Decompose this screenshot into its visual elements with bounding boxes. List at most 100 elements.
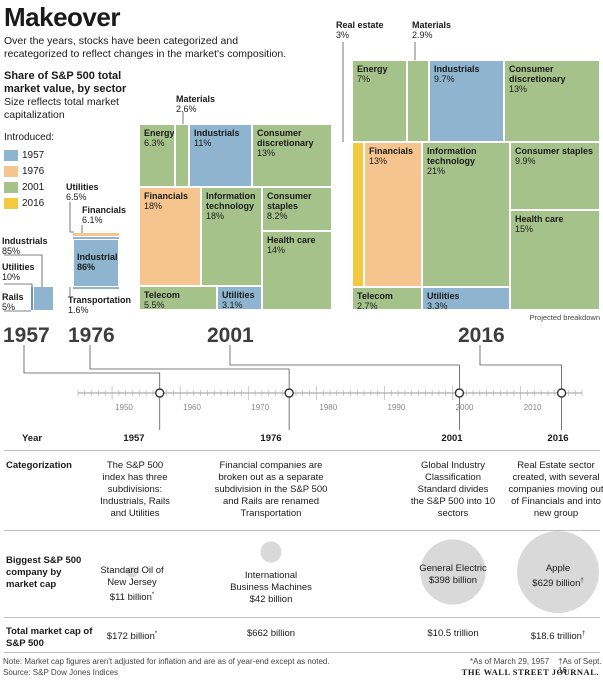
- legend-swatch: [4, 165, 18, 177]
- cell-2016-financials: Financials 13%: [364, 142, 422, 287]
- cell-2001-industrials: Industrials 11%: [189, 124, 252, 187]
- cell-2001-materials: [175, 124, 189, 187]
- footer-note: Note: Market cap figures aren't adjusted…: [3, 657, 330, 666]
- label-1976-utilities: Utilities 6.5%: [66, 182, 99, 202]
- biggest-2001-name: General Electric: [419, 563, 487, 574]
- total-1957: $172 billion*: [106, 631, 158, 643]
- legend-swatch: [4, 181, 18, 193]
- label-1976-financials: Financials 6.1%: [82, 205, 127, 225]
- timeline-tick-label: 1990: [387, 403, 405, 412]
- legend-item-2016: 2016: [4, 196, 44, 210]
- cell-2001-consumer-discretionary: Consumer discretionary 13%: [252, 124, 332, 187]
- timeline-tick-label: 1960: [183, 403, 201, 412]
- wsj-logo: THE WALL STREET JOURNAL.: [461, 667, 599, 677]
- biggest-2016-name: Apple: [545, 563, 571, 574]
- leader-1976-utilities: [69, 202, 74, 233]
- total-1976: $662 billion: [246, 628, 296, 639]
- divider: [4, 652, 600, 653]
- table-year-2001: 2001: [441, 433, 463, 444]
- cell-2001-consumer-staples: Consumer staples 8.2%: [262, 187, 332, 231]
- label-1976-transportation: Transportation 1.6%: [68, 295, 132, 315]
- company-bubble: [126, 566, 138, 578]
- leader-1957-utilities: [4, 283, 33, 287]
- timeline-tick-label: 1980: [319, 403, 337, 412]
- page-title: Makeover: [4, 2, 120, 32]
- timeline-tick-label: 1950: [115, 403, 133, 412]
- timeline-connector: [479, 345, 562, 393]
- timeline: 1950 1960 1970 1980 1990 2000 2010: [23, 345, 583, 430]
- cell-2016-health-care: Health care 15%: [510, 210, 600, 310]
- timeline-connector: [229, 345, 460, 393]
- footnote-2016: †As of Sept. 16: [558, 657, 602, 675]
- big-year-1976: 1976: [68, 324, 115, 347]
- cell-2016-energy: Energy 7%: [352, 60, 407, 142]
- year-row-label: Year: [22, 433, 43, 444]
- cell-2016-consumer-staples: Consumer staples 9.9%: [510, 142, 600, 210]
- company-bubble: [517, 531, 599, 613]
- legend: 1957 1976 2001 2016: [4, 148, 44, 212]
- table-year-1957: 1957: [123, 433, 145, 444]
- cell-2016-real-estate: [352, 142, 364, 287]
- footnote-1957: *As of March 29, 1957: [470, 657, 550, 666]
- timeline-event-marker: [284, 388, 294, 398]
- biggest-1957-name: Standard Oil of New Jersey: [100, 565, 164, 588]
- company-bubble: [420, 539, 486, 605]
- share-subtitle: Size reflects total market capitalizatio…: [4, 96, 119, 121]
- biggest-1957-cap: $11 billion: [109, 592, 152, 604]
- cell-1976-utilities: [73, 236, 119, 239]
- biggest-1976-cap: $42 billion: [249, 594, 293, 605]
- legend-item-1957: 1957: [4, 148, 44, 162]
- biggest-1976: International Business Machines $42 bill…: [226, 570, 316, 606]
- label-1957-rails: Rails 5%: [2, 292, 24, 312]
- label-2016-real-estate: Real estate 3%: [336, 20, 384, 40]
- timeline-connectors: [23, 345, 562, 430]
- cell-2016-consumer-discretionary: Consumer discretionary 13%: [504, 60, 600, 142]
- share-title: Share of S&P 500 total market value, by …: [4, 70, 127, 95]
- timeline-event-marker: [556, 388, 567, 398]
- legend-swatch: [4, 197, 18, 209]
- biggest-2001-cap: $398 billion: [428, 575, 478, 586]
- cell-2001-information-technology: Information technology 18%: [201, 187, 262, 286]
- label-1957-industrials: Industrials 85%: [2, 236, 48, 256]
- timeline-event-marker: [155, 388, 165, 398]
- biggest-1957: Standard Oil of New Jersey $11 billion*: [100, 565, 164, 604]
- total-label: Total market cap of S&P 500: [6, 626, 93, 649]
- cell-1976-industrials: Industrials 86%: [73, 239, 119, 287]
- footer-source: Source: S&P Dow Jones Indices: [3, 668, 119, 677]
- categorization-1976: Financial companies are broken out as a …: [214, 460, 328, 519]
- biggest-2001: General Electric $398 billion: [410, 563, 496, 587]
- cell-2001-telecom: Telecom 5.5%: [139, 286, 217, 310]
- timeline-connector: [89, 345, 290, 393]
- big-year-2016: 2016: [458, 324, 505, 347]
- timeline-events: [155, 388, 567, 398]
- cell-1957-industrials: [31, 287, 53, 310]
- biggest-2016: Apple $629 billion†: [532, 563, 584, 590]
- timeline-ticks: 1950 1960 1970 1980 1990 2000 2010: [77, 386, 583, 412]
- cell-2016-industrials: Industrials 9.7%: [429, 60, 504, 142]
- cell-1957-utilities: [33, 287, 34, 310]
- categorization-2001: Global Industry Classification Standard …: [410, 460, 496, 519]
- cell-2001-health-care: Health care 14%: [262, 231, 332, 310]
- biggest-1976-name: International Business Machines: [230, 570, 312, 593]
- timeline-connector: [23, 345, 161, 393]
- label-2016-materials: Materials 2.9%: [412, 20, 452, 40]
- cell-1976-financials: [73, 233, 119, 236]
- cell-1976-transportation: [73, 287, 119, 289]
- big-year-2001: 2001: [207, 324, 254, 347]
- cell-2016-telecom: Telecom 2.7%: [352, 287, 422, 310]
- divider: [4, 617, 600, 618]
- legend-title: Introduced:: [4, 132, 55, 143]
- cell-1957-rails: [31, 287, 33, 310]
- biggest-2016-cap: $629 billion: [532, 578, 581, 590]
- timeline-tick-label: 1970: [251, 403, 269, 412]
- projected-note: Projected breakdown: [529, 313, 600, 322]
- total-2001: $10.5 trillion: [427, 628, 479, 639]
- timeline-tick-label: 2000: [456, 403, 474, 412]
- cell-2016-information-technology: Information technology 21%: [422, 142, 510, 287]
- categorization-label: Categorization: [6, 460, 72, 471]
- cell-2001-energy: Energy 6.3%: [139, 124, 175, 187]
- page-subtitle: Over the years, stocks have been categor…: [4, 35, 287, 60]
- cell-2016-utilities: Utilities 3.3%: [422, 287, 510, 310]
- categorization-2016: Real Estate sector created, with several…: [508, 460, 603, 519]
- table-year-1976: 1976: [260, 433, 282, 444]
